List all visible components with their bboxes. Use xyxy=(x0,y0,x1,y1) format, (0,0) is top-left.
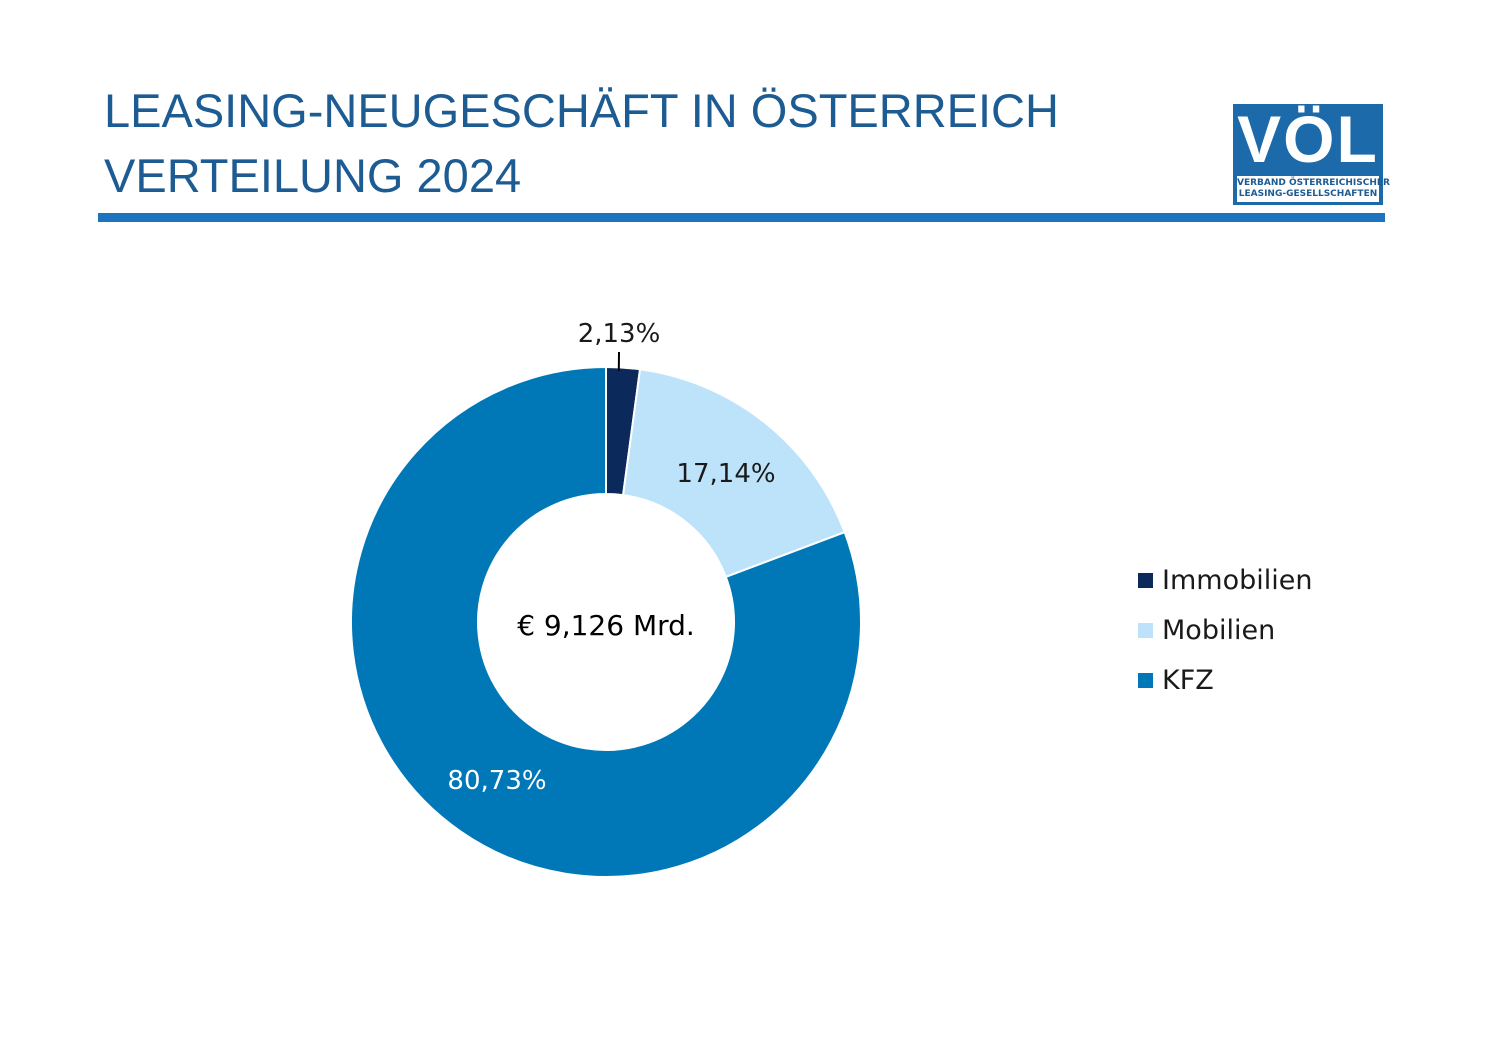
legend-swatch-mobilien xyxy=(1138,622,1153,638)
data-label-mobilien: 17,14% xyxy=(676,459,775,489)
legend-item-mobilien: Mobilien xyxy=(1138,605,1312,655)
logo-subtitle-line-2: LEASING-GESELLSCHAFTEN xyxy=(1238,189,1378,199)
legend-item-kfz: KFZ xyxy=(1138,655,1312,705)
page-title: LEASING-NEUGESCHÄFT IN ÖSTERREICH VERTEI… xyxy=(104,78,1059,208)
slice-kfz xyxy=(350,365,862,878)
legend-item-immobilien: Immobilien xyxy=(1138,555,1312,605)
legend-label-immobilien: Immobilien xyxy=(1162,564,1313,596)
data-label-kfz: 80,73% xyxy=(447,766,546,796)
title-line-2: VERTEILUNG 2024 xyxy=(104,149,522,202)
title-line-1: LEASING-NEUGESCHÄFT IN ÖSTERREICH xyxy=(104,84,1059,137)
center-total-label: € 9,126 Mrd. xyxy=(517,609,695,642)
legend-label-mobilien: Mobilien xyxy=(1162,614,1276,646)
header-divider xyxy=(98,213,1385,222)
vol-logo: VÖL VERBAND ÖSTERREICHISCHER LEASING-GES… xyxy=(1233,102,1390,205)
chart-legend: Immobilien Mobilien KFZ xyxy=(1138,555,1312,705)
legend-swatch-immobilien xyxy=(1138,572,1153,588)
logo-subtitle-line-1: VERBAND ÖSTERREICHISCHER xyxy=(1237,178,1390,188)
logo-wordmark: VÖL xyxy=(1237,102,1379,176)
data-label-immobilien: 2,13% xyxy=(578,319,661,349)
legend-swatch-kfz xyxy=(1138,672,1153,688)
slice-mobilien xyxy=(621,368,846,579)
legend-label-kfz: KFZ xyxy=(1162,664,1214,696)
logo-subtitle: VERBAND ÖSTERREICHISCHER LEASING-GESELLS… xyxy=(1237,176,1390,202)
